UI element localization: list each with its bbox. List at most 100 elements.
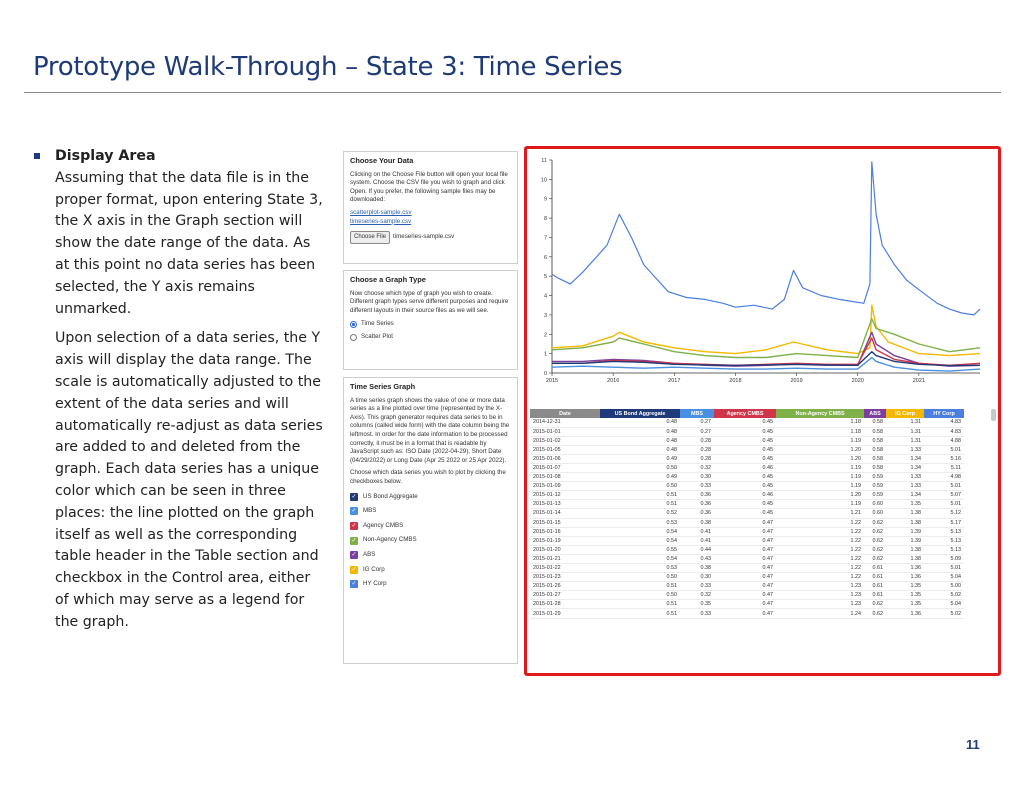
- series-checkbox-label: HY Corp: [363, 580, 387, 588]
- radio-time-series-label: Time Series: [361, 320, 394, 328]
- series-checkbox-row[interactable]: ✓ Non-Agency CMBS: [350, 536, 511, 545]
- bullet-square-icon: [34, 153, 40, 159]
- table-cell: 2015-01-02: [530, 436, 600, 446]
- radio-selected-icon[interactable]: [350, 321, 357, 329]
- series-checkbox-row[interactable]: ✓ US Bond Aggregate: [350, 493, 511, 502]
- table-cell: 0.47: [714, 563, 776, 574]
- checkbox-checked-icon[interactable]: ✓: [350, 536, 358, 545]
- y-tick-label: 2: [544, 332, 547, 338]
- y-tick-label: 8: [544, 216, 547, 222]
- description-text: Display Area Assuming that the data file…: [34, 146, 324, 634]
- table-cell: 1.23: [776, 590, 864, 601]
- table-header-cell[interactable]: IG Corp: [886, 409, 924, 418]
- y-tick-label: 10: [541, 177, 547, 183]
- table-header-row: Date US Bond Aggregate MBS Agency CMBS Non-A…: [530, 409, 964, 418]
- table-cell: 0.36: [680, 499, 714, 510]
- table-cell: 0.44: [680, 545, 714, 555]
- x-tick-label: 2016: [607, 378, 619, 384]
- table-cell: 0.61: [864, 590, 886, 601]
- radio-scatter-plot[interactable]: Scatter Plot: [350, 333, 511, 342]
- table-cell: 1.35: [886, 590, 924, 601]
- series-checkbox-label: MBS: [363, 507, 377, 515]
- table-cell: 5.02: [924, 590, 964, 601]
- checkbox-checked-icon[interactable]: ✓: [350, 551, 358, 560]
- table-cell: 2015-01-20: [530, 545, 600, 555]
- table-cell: 0.38: [680, 518, 714, 528]
- table-scrollbar[interactable]: [991, 409, 996, 421]
- selected-file-name: timeseries-sample.csv: [393, 233, 455, 241]
- series-checkbox-row[interactable]: ✓ IG Corp: [350, 566, 511, 575]
- table-cell: 5.09: [924, 554, 964, 565]
- table-cell: 0.32: [680, 590, 714, 601]
- series-checkbox-row[interactable]: ✓ Agency CMBS: [350, 522, 511, 531]
- table-cell: 1.20: [776, 490, 864, 501]
- table-row: 2015-01-13 0.51 0.36 0.45 1.19 0.60 1.35 5.01: [530, 499, 964, 510]
- table-cell: 2015-01-13: [530, 499, 600, 510]
- table-row: 2015-01-05 0.48 0.28 0.45 1.20 0.58 1.33 5.01: [530, 445, 964, 455]
- table-cell: 0.32: [680, 463, 714, 474]
- table-row: 2015-01-12 0.51 0.36 0.46 1.20 0.59 1.34 5.07: [530, 490, 964, 501]
- table-row: 2015-01-26 0.51 0.33 0.47 1.23 0.61 1.35 5.00: [530, 581, 964, 592]
- series-checkbox-row[interactable]: ✓ HY Corp: [350, 580, 511, 589]
- table-cell: 1.38: [886, 545, 924, 555]
- table-cell: 1.38: [886, 508, 924, 519]
- series-checkbox-row[interactable]: ✓ ABS: [350, 551, 511, 560]
- table-cell: 5.07: [924, 490, 964, 501]
- x-tick-label: 2019: [790, 378, 802, 384]
- table-cell: 1.36: [886, 572, 924, 583]
- choose-file-button[interactable]: Choose File: [350, 231, 391, 244]
- series-checkbox-label: IG Corp: [363, 565, 385, 573]
- table-cell: 4.83: [924, 418, 964, 428]
- table-cell: 0.46: [714, 490, 776, 501]
- table-cell: 0.45: [714, 427, 776, 437]
- x-tick-label: 2020: [852, 378, 864, 384]
- table-cell: 5.01: [924, 445, 964, 455]
- table-cell: 0.45: [714, 454, 776, 464]
- table-row: 2015-01-29 0.51 0.33 0.47 1.24 0.62 1.36 5.02: [530, 608, 964, 619]
- table-header-cell[interactable]: ABS: [864, 409, 886, 418]
- table-cell: 1.39: [886, 527, 924, 537]
- table-cell: 0.47: [714, 572, 776, 583]
- series-checkbox-row[interactable]: ✓ MBS: [350, 507, 511, 516]
- table-row: 2015-01-07 0.50 0.32 0.46 1.19 0.58 1.34 5.11: [530, 463, 964, 474]
- table-header-cell[interactable]: Agency CMBS: [714, 409, 776, 418]
- checkbox-checked-icon[interactable]: ✓: [350, 565, 358, 574]
- table-cell: 5.00: [924, 581, 964, 592]
- table-cell: 2015-01-12: [530, 490, 600, 501]
- checkbox-checked-icon[interactable]: ✓: [350, 492, 358, 501]
- table-cell: 1.18: [776, 418, 864, 428]
- table-cell: 5.01: [924, 499, 964, 510]
- table-cell: 0.30: [680, 472, 714, 483]
- table-cell: 1.35: [886, 599, 924, 610]
- table-header-cell[interactable]: Non-Agency CMBS: [776, 409, 864, 418]
- table-cell: 0.62: [864, 554, 886, 565]
- checkbox-checked-icon[interactable]: ✓: [350, 507, 358, 516]
- table-cell: 0.47: [714, 599, 776, 610]
- table-header-cell[interactable]: MBS: [680, 409, 714, 418]
- table-header-cell[interactable]: US Bond Aggregate: [600, 409, 680, 418]
- table-cell: 0.27: [680, 427, 714, 437]
- timeseries-sample-link[interactable]: timeseries-sample.csv: [350, 217, 412, 225]
- scatterplot-sample-link[interactable]: scatterplot-sample.csv: [350, 208, 412, 216]
- table-cell: 1.24: [776, 608, 864, 619]
- checkbox-checked-icon[interactable]: ✓: [350, 522, 358, 531]
- table-cell: 1.22: [776, 563, 864, 574]
- table-cell: 1.31: [886, 427, 924, 437]
- radio-time-series[interactable]: Time Series: [350, 320, 511, 329]
- graph-type-title: Choose a Graph Type: [350, 275, 426, 284]
- table-cell: 1.22: [776, 554, 864, 565]
- table-cell: 1.19: [776, 463, 864, 474]
- table-cell: 0.45: [714, 499, 776, 510]
- table-cell: 1.18: [776, 427, 864, 437]
- table-header-cell[interactable]: HY Corp: [924, 409, 964, 418]
- bullet-heading: Display Area: [55, 148, 156, 164]
- y-tick-label: 1: [544, 352, 547, 358]
- table-cell: 0.36: [680, 508, 714, 519]
- checkbox-checked-icon[interactable]: ✓: [350, 580, 358, 589]
- radio-unselected-icon[interactable]: [350, 333, 357, 341]
- table-cell: 5.11: [924, 463, 964, 474]
- table-header-cell[interactable]: Date: [530, 409, 600, 418]
- table-cell: 5.01: [924, 481, 964, 492]
- series-line: [551, 318, 981, 359]
- table-cell: 0.58: [864, 463, 886, 474]
